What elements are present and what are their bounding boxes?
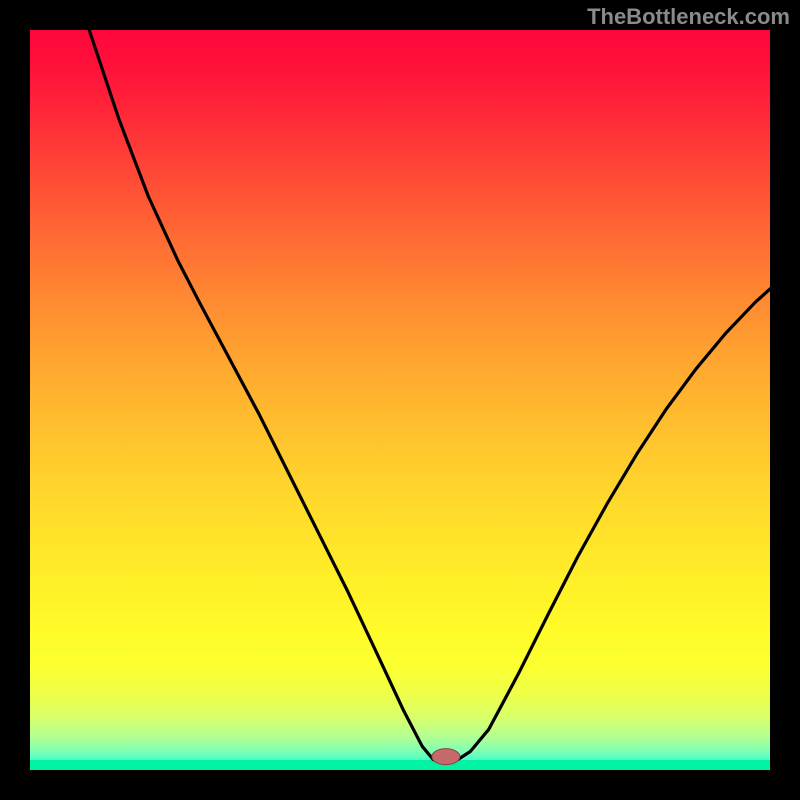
watermark-text: TheBottleneck.com <box>587 4 790 30</box>
plot-gradient <box>30 30 770 770</box>
chart-border <box>0 0 30 800</box>
current-config-marker <box>432 749 460 765</box>
chart-container: TheBottleneck.com <box>0 0 800 800</box>
chart-border <box>770 0 800 800</box>
chart-border <box>0 770 800 800</box>
bottleneck-chart <box>0 0 800 800</box>
bottom-green-band <box>30 760 770 770</box>
